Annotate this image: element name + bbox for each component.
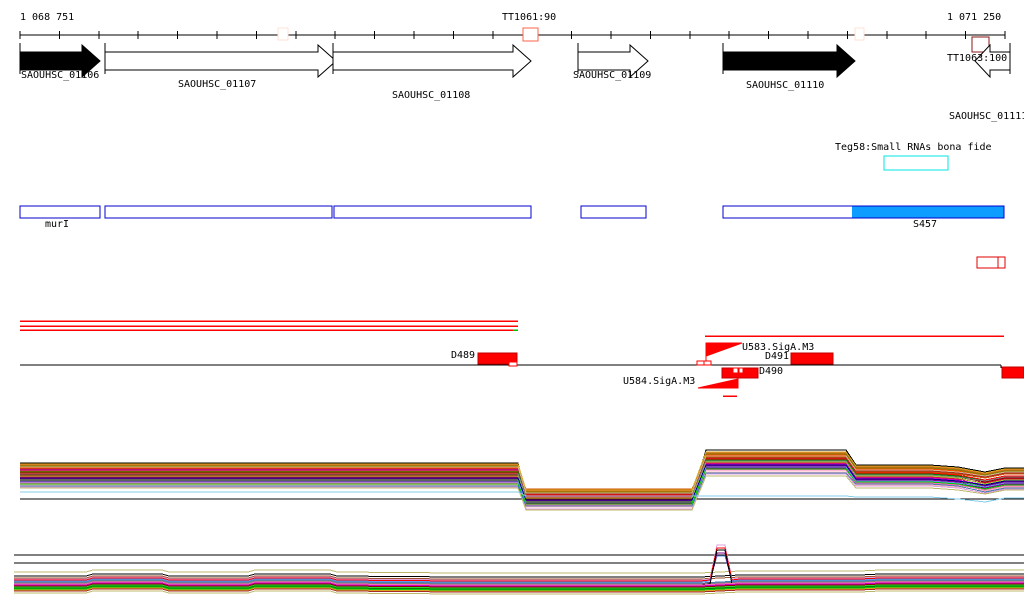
- tss-bar-d491[interactable]: [790, 352, 834, 365]
- small-red-box[interactable]: [703, 360, 712, 366]
- promoter-wedge-u584[interactable]: [697, 378, 739, 389]
- gene-label-saouhsc-01110: SAOUHSC_01110: [746, 80, 825, 91]
- gene-label-saouhsc-01106: SAOUHSC_01106: [21, 70, 100, 81]
- terminator-box-tt1063[interactable]: [971, 36, 990, 53]
- gene-label-saouhsc-01108: SAOUHSC_01108: [392, 90, 471, 101]
- expression-profile-band2: [14, 575, 1024, 580]
- terminator-label-tt1063: TT1063:100: [947, 53, 1008, 64]
- expression-profile-band2: [14, 583, 1024, 588]
- expression-profile-band2: [14, 573, 1024, 578]
- gene-arrow-SAOUHSC_01110[interactable]: [722, 43, 856, 79]
- expression-profile-band1: [20, 455, 1024, 494]
- feature-label-d490: D490: [759, 366, 784, 377]
- terminator-box-tt1061[interactable]: [522, 27, 539, 42]
- d490-notch: [732, 367, 739, 374]
- operon-label-muri: murI: [45, 219, 70, 230]
- terminator-label-tt1061: TT1061:90: [502, 12, 557, 23]
- weak-terminator-box[interactable]: [277, 27, 289, 41]
- expression-profile-band2: [14, 585, 1024, 590]
- gene-arrow-SAOUHSC_01109[interactable]: [577, 43, 649, 79]
- red-outline-box[interactable]: [976, 256, 999, 269]
- expression-profile-band1: [20, 460, 1024, 497]
- tss-bar-right[interactable]: [1001, 366, 1024, 379]
- expression-profile-band1: [20, 464, 1024, 501]
- expression-profile-band2: [14, 582, 1024, 587]
- tss-bar-d489[interactable]: [477, 352, 518, 365]
- expression-profile-band2: [14, 590, 1024, 595]
- transcript-rect[interactable]: [104, 205, 333, 219]
- expression-profile-band2: [14, 581, 1024, 586]
- promoter-wedge-u583[interactable]: [705, 342, 743, 357]
- expression-profile-band2: [14, 569, 1024, 574]
- d490-notch: [738, 367, 744, 374]
- expression-profile-band1: [20, 468, 1024, 505]
- expression-profile-band2: [14, 580, 1024, 585]
- red-outline-box[interactable]: [997, 256, 1006, 269]
- feature-label-u583-siga-m3: U583.SigA.M3: [742, 342, 815, 353]
- operon-label-s457: S457: [913, 219, 938, 230]
- expression-profile-band1: [20, 472, 1024, 507]
- srna-label-teg58: Teg58:Small RNAs bona fide: [835, 142, 992, 153]
- expression-profile-band2: [14, 544, 1024, 581]
- small-red-box[interactable]: [696, 360, 705, 366]
- expression-profile-band2: [14, 588, 1024, 593]
- gene-arrow-SAOUHSC_01106[interactable]: [19, 43, 101, 79]
- small-red-box[interactable]: [508, 361, 518, 367]
- expression-profile-band2: [14, 579, 1024, 584]
- expression-profile-band1: [20, 451, 1024, 491]
- transcript-rect[interactable]: [580, 205, 647, 219]
- transcript-rect-outline: [722, 205, 1005, 219]
- srna-box-teg58[interactable]: [883, 155, 949, 171]
- transcript-rect[interactable]: [19, 205, 101, 219]
- gene-arrow-SAOUHSC_01108[interactable]: [332, 43, 532, 79]
- gene-arrow-SAOUHSC_01107[interactable]: [104, 43, 337, 79]
- expression-profile-band2: [14, 555, 1024, 583]
- expression-profile-band2: [14, 586, 1024, 591]
- expression-profile-band2: [14, 584, 1024, 589]
- feature-label-u584-siga-m3: U584.SigA.M3: [623, 376, 696, 387]
- expression-profile-band1: [20, 491, 1024, 503]
- ruler-coord-right: 1 071 250: [947, 12, 1002, 23]
- weak-terminator-box[interactable]: [854, 27, 865, 41]
- expression-profile-band1: [20, 461, 1024, 499]
- feature-label-d489: D489: [451, 350, 476, 361]
- expression-profile-band2: [14, 547, 1024, 582]
- expression-profile-band2: [14, 587, 1024, 592]
- gene-arrow-SAOUHSC_01111[interactable]: [974, 43, 1011, 79]
- gene-label-saouhsc-01109: SAOUHSC_01109: [573, 70, 652, 81]
- feature-label-d491: D491: [765, 351, 790, 362]
- gene-label-saouhsc-01111: SAOUHSC_01111: [949, 111, 1024, 122]
- srna-fill-s457[interactable]: [852, 206, 1004, 218]
- expression-profile-band1: [20, 475, 1024, 511]
- gene-label-saouhsc-01107: SAOUHSC_01107: [178, 79, 257, 90]
- ruler-coord-left: 1 068 751: [20, 12, 75, 23]
- transcript-rect[interactable]: [333, 205, 532, 219]
